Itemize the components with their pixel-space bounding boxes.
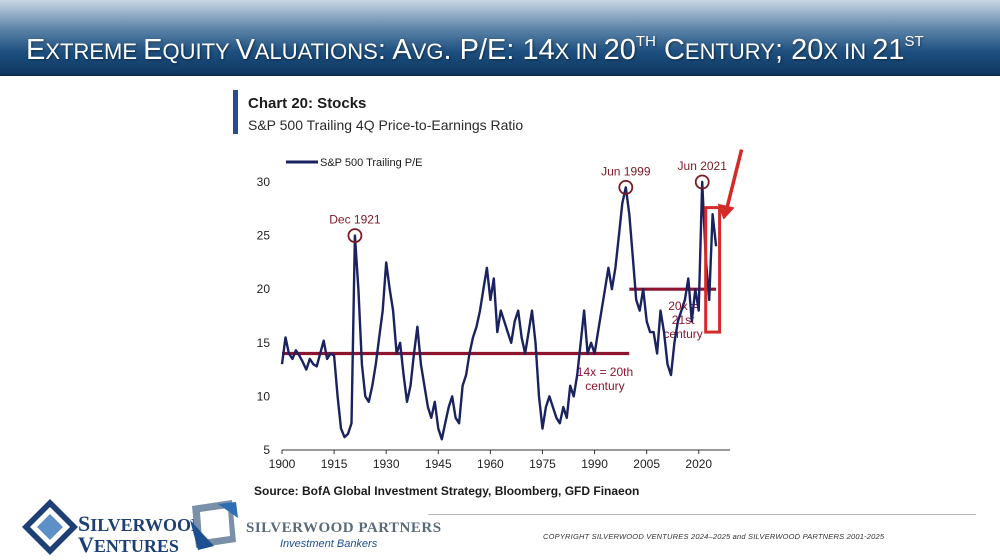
peak-label: Jun 2021 [678, 159, 728, 173]
red-arrow-icon [724, 149, 744, 211]
title-segment: . P/E: 14 [443, 34, 555, 66]
copyright-notice: COPYRIGHT SILVERWOOD VENTURES 2024–2025 … [543, 532, 885, 541]
silverwood-ventures-wordmark: SILVERWOOD VENTURES [78, 511, 204, 557]
legend-label: S&P 500 Trailing P/E [320, 157, 423, 169]
chart-source: Source: BofA Global Investment Strategy,… [254, 484, 639, 498]
x-tick-label: 1930 [373, 457, 400, 471]
title-segment: ST [904, 33, 924, 50]
reference-line-label: century [585, 379, 624, 393]
silverwood-ventures-logo-icon [22, 499, 78, 555]
sv-first-initial: S [78, 511, 91, 536]
reference-line-label: century [663, 327, 702, 341]
sp-subtitle: Investment Bankers [280, 538, 378, 550]
silverwood-partners-logo-icon [190, 500, 238, 550]
highlight-box [704, 206, 722, 334]
x-tick-label: 1975 [529, 457, 556, 471]
title-segment: V [235, 34, 255, 66]
y-tick-label: 10 [257, 389, 271, 403]
pe-ratio-chart: Chart 20: Stocks S&P 500 Trailing 4Q Pri… [228, 86, 764, 504]
reference-line-label: 14x = 20th [577, 365, 633, 379]
sv-second-rest: ENTURES [93, 536, 179, 556]
chart-subtitle: S&P 500 Trailing 4Q Price-to-Earnings Ra… [248, 117, 523, 133]
title-segment: X IN [554, 39, 604, 64]
slide-title: EXTREME EQUITY VALUATIONS: AVG. P/E: 14X… [26, 34, 924, 68]
peak-marker [694, 174, 710, 190]
axes: 1900 1915 1930 1945 1960 1975 1990 2005 2020 5 10 1… [257, 175, 730, 471]
sp-title: SILVERWOOD PARTNERS [246, 520, 442, 536]
peak-marker [618, 179, 634, 195]
highlight-layer [704, 149, 744, 334]
x-tick-label: 1960 [477, 457, 504, 471]
title-segment: E [26, 34, 46, 66]
sv-second-initial: V [78, 532, 94, 557]
title-segment: ; 20 [774, 34, 824, 66]
title-segment: 21 [872, 34, 905, 66]
x-tick-label: 2020 [685, 457, 712, 471]
title-segment: : A [377, 34, 412, 66]
series-line-pe [280, 180, 718, 441]
peak-label: Jun 1999 [601, 164, 651, 178]
y-tick-label: 5 [263, 443, 270, 457]
x-tick-label: 1915 [321, 457, 348, 471]
peak-marker [347, 228, 363, 244]
title-bar: EXTREME EQUITY VALUATIONS: AVG. P/E: 14X… [0, 0, 1000, 76]
title-segment: VG [411, 39, 444, 64]
peak-annotations: Dec 1921 Jun 1999 Jun 2021 [329, 159, 728, 244]
arrow-head-icon [717, 203, 735, 220]
title-segment: E [143, 34, 163, 66]
title-segment: ENTURY [684, 39, 775, 64]
peak-label: Dec 1921 [329, 213, 381, 227]
y-tick-label: 15 [257, 336, 271, 350]
silverwood-partners-wordmark: SILVERWOOD PARTNERS Investment Bankers [246, 520, 442, 551]
x-tick-label: 1900 [269, 457, 296, 471]
chart-title: Chart 20: Stocks [248, 95, 366, 112]
y-tick-label: 30 [257, 175, 271, 189]
title-segment: XTREME [45, 39, 144, 64]
chart-panel: Chart 20: Stocks S&P 500 Trailing 4Q Pri… [228, 86, 764, 504]
y-tick-label: 25 [257, 229, 271, 243]
x-tick-label: 1945 [425, 457, 452, 471]
x-tick-label: 2005 [633, 457, 660, 471]
y-tick-label: 20 [257, 282, 271, 296]
sv-first-rest: ILVERWOOD [90, 515, 204, 535]
title-segment: C [655, 34, 685, 66]
footer-divider [428, 514, 976, 515]
title-segment: TH [635, 33, 656, 50]
title-segment: QUITY [162, 39, 236, 64]
x-tick-label: 1990 [581, 457, 608, 471]
title-segment: 20 [603, 34, 636, 66]
chart-title-accent-bar [233, 90, 238, 134]
title-segment: X IN [823, 39, 873, 64]
title-segment: ALUATIONS [254, 39, 378, 64]
